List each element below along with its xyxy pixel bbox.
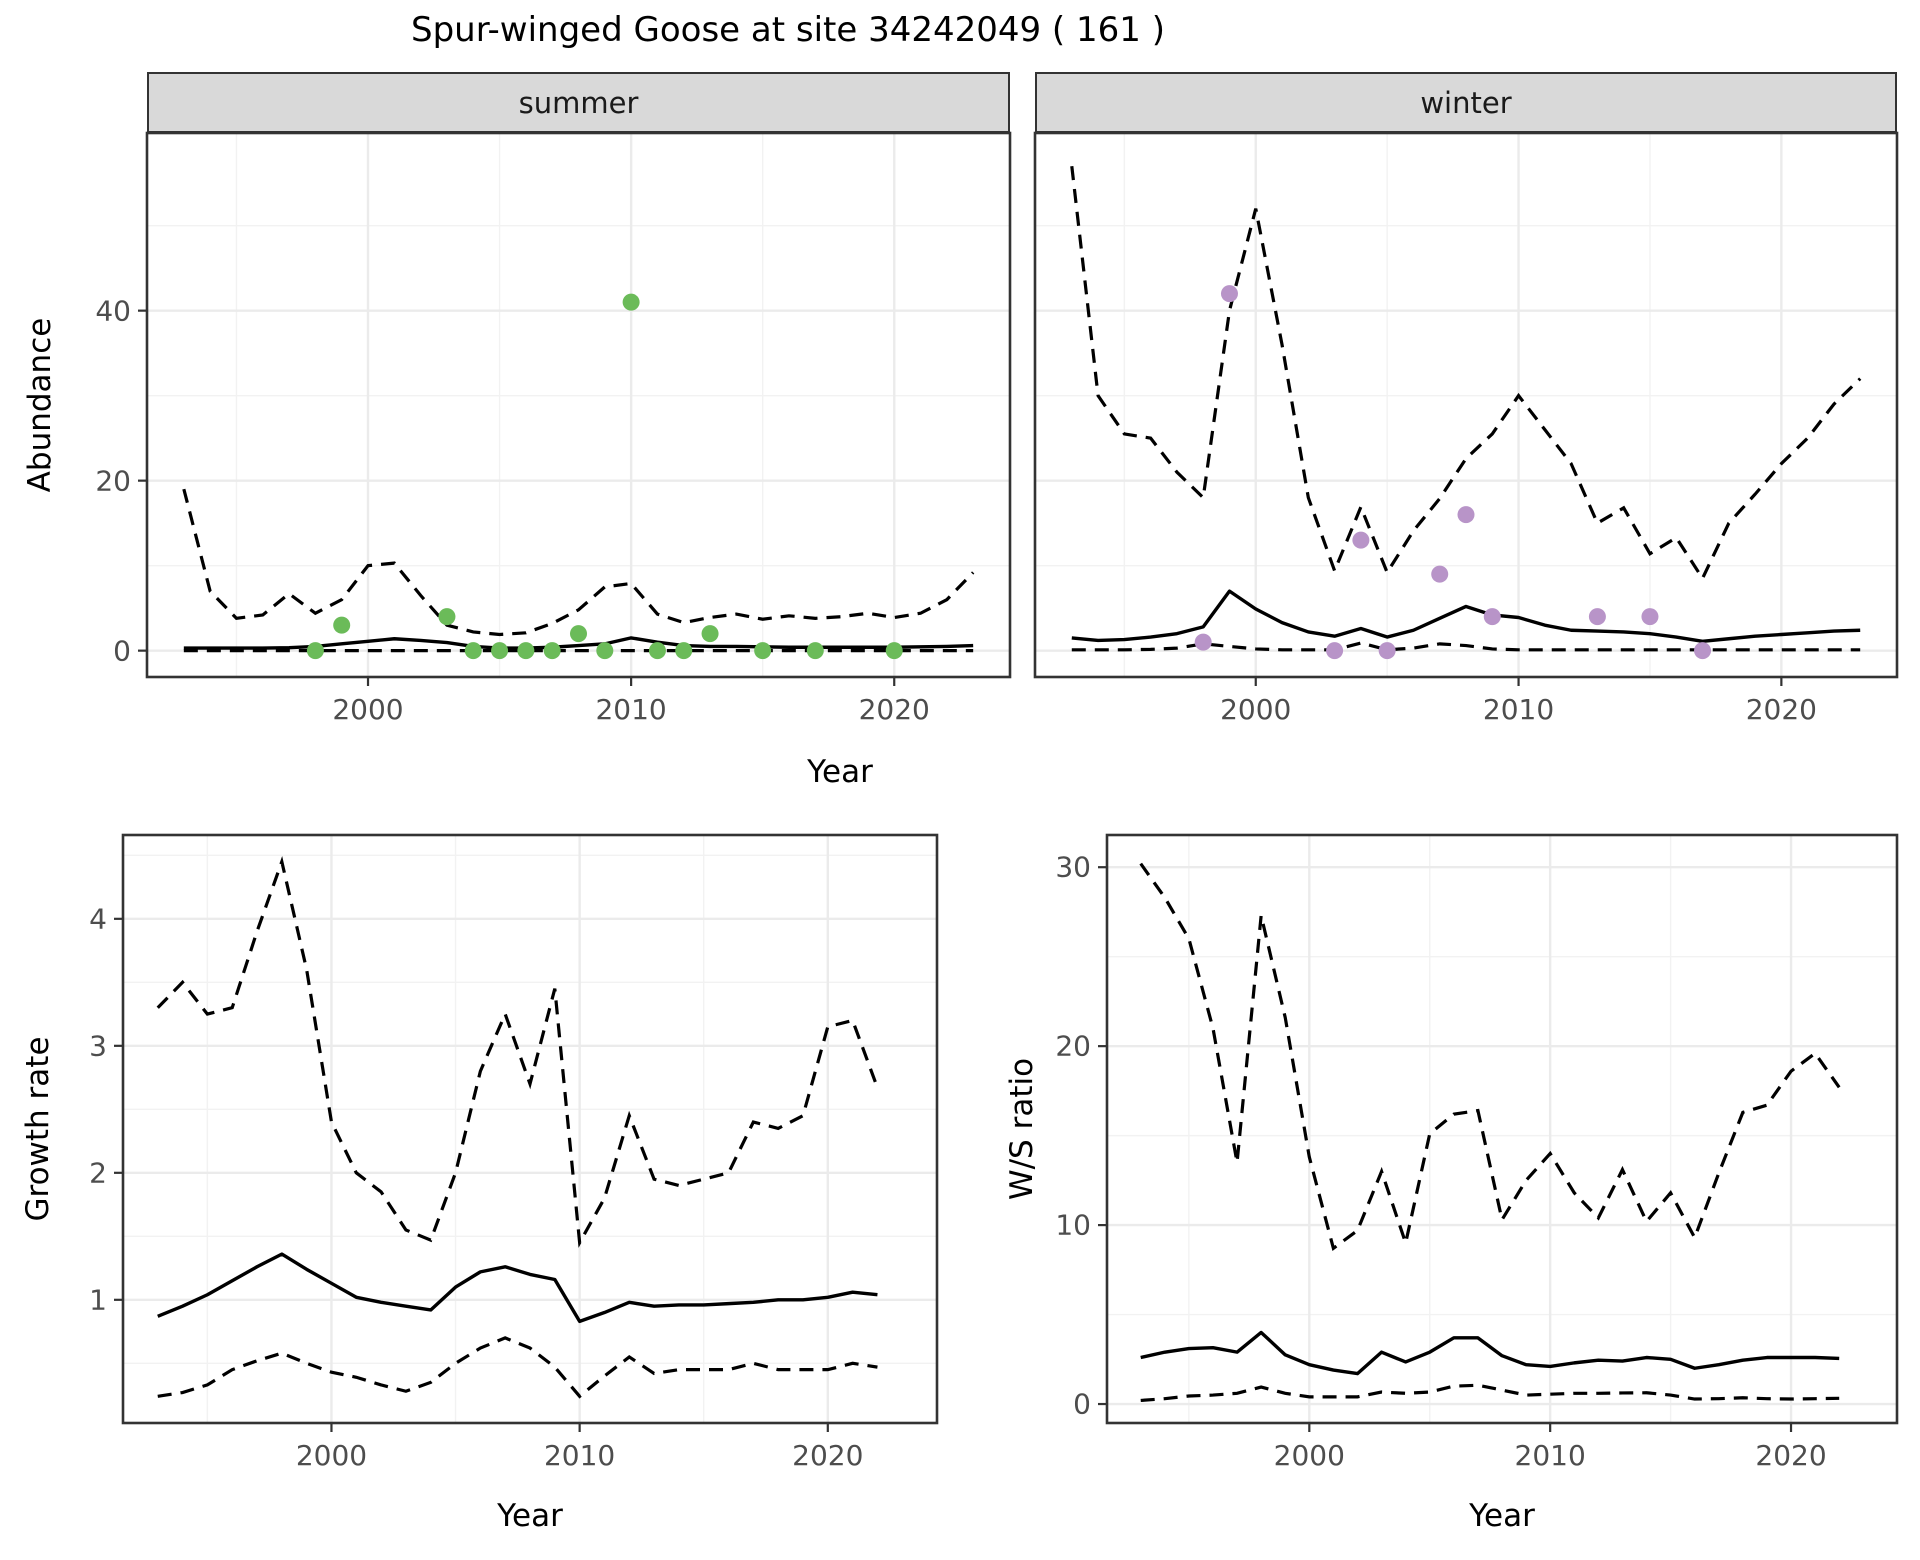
abundance_summer-upper-ci-line [182,488,975,637]
abundance_summer-observation-point [517,642,535,660]
growth_rate-upper-ci-line [156,855,879,1248]
x-axis-title-year-growth: Year [497,1498,563,1534]
abundance_winter-observation-point [1194,633,1212,651]
facet-strip-summer-label: summer [518,85,639,120]
abundance_winter-upper-ci-line [1070,165,1862,582]
x-axis-title-year-ws: Year [1469,1498,1535,1534]
abundance_winter-observation-point [1694,642,1712,660]
abundance_summer-observation-point [885,642,903,660]
growth_rate-lower-ci-line [157,1336,878,1399]
abundance_summer-panel-border [145,131,1012,679]
abundance_winter-observation-point [1588,608,1606,626]
abundance_summer-observation-point [596,642,614,660]
abundance_summer-observation-point [464,642,482,660]
ws_ratio-lower-ci-line [1140,1383,1840,1403]
abundance_winter-mean-line [1071,589,1861,643]
x-axis-title-year-top: Year [807,754,873,790]
abundance_summer-observation-point [648,642,666,660]
abundance_summer-observation-point [570,625,587,643]
abundance_summer-observation-point [622,293,640,311]
ws_ratio-mean-line [1140,1330,1840,1376]
growth_rate-mean-line [157,1252,878,1324]
abundance_summer-observation-point [438,608,456,626]
y-axis-title-growth-rate: Growth rate [20,1036,56,1222]
abundance_summer-observation-point [333,616,351,634]
abundance_summer-observation-point [806,642,824,660]
y-axis-title-abundance: Abundance [22,317,58,493]
growth_rate-panel-border [121,833,939,1425]
facet-strip-summer: summer [147,72,1010,133]
abundance_winter-observation-point [1483,608,1501,626]
abundance_winter-observation-point [1326,642,1344,660]
abundance_summer-observation-point [754,642,772,660]
facet-strip-winter: winter [1035,72,1897,133]
y-axis-title-ws-ratio: W/S ratio [1004,1057,1040,1201]
abundance_summer-observation-point [701,625,719,643]
abundance_winter-observation-point [1431,565,1449,583]
abundance_summer-observation-point [491,642,509,660]
facet-strip-winter-label: winter [1420,85,1512,120]
plot-title: Spur-winged Goose at site 34242049 ( 161… [411,10,1165,50]
ws_ratio-panel-border [1105,833,1899,1425]
abundance_winter-panel-border [1033,131,1899,679]
abundance_winter-observation-point [1641,608,1659,626]
abundance_winter-observation-point [1457,506,1475,524]
ws_ratio-upper-ci-line [1139,862,1841,1252]
abundance_summer-observation-point [306,642,324,660]
abundance_summer-observation-point [543,642,561,660]
abundance_winter-observation-point [1220,285,1238,303]
abundance_summer-observation-point [675,642,693,660]
abundance_winter-lower-ci-line [1071,641,1861,652]
abundance_winter-observation-point [1352,531,1370,549]
abundance_winter-observation-point [1378,642,1396,660]
